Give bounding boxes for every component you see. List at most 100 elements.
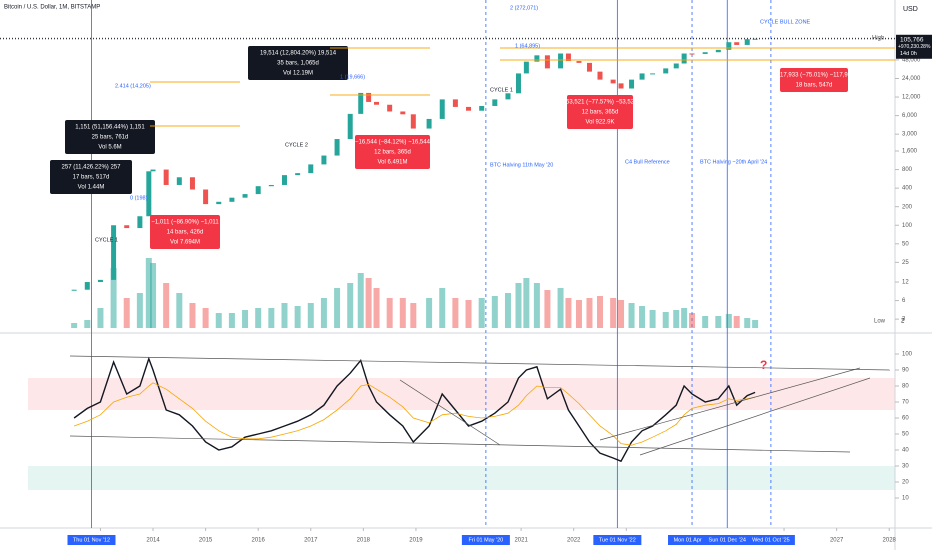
rsi-tick-label: 10	[902, 496, 909, 502]
rsi-tick-label: 60	[902, 416, 909, 422]
y-tick-label: 800	[902, 167, 913, 173]
volume-bar	[365, 278, 372, 328]
volume-bar	[71, 323, 78, 328]
rsi-tick-label: 80	[902, 384, 909, 390]
volume-bar	[373, 288, 380, 328]
volume-bar	[715, 316, 722, 328]
volume-bar	[575, 300, 582, 328]
rsi-annotation: ?	[760, 358, 767, 372]
volume-bar	[123, 298, 130, 328]
annotation-box	[150, 215, 220, 249]
volume-bar	[97, 308, 104, 328]
chart-label: CYCLE 2	[285, 142, 308, 148]
candle	[216, 201, 222, 205]
candle	[137, 216, 143, 229]
annotation-text: −1,011 (−86.90%) −1,011	[151, 220, 219, 226]
candle	[111, 225, 117, 280]
chart-label: BTC Halving 11th May '20	[490, 162, 553, 168]
volume-bar	[544, 290, 551, 328]
annotation-text: 12 bars, 365d	[374, 150, 411, 156]
currency: USD	[903, 6, 918, 13]
change: +970,230.28%	[898, 44, 931, 50]
y-tick-label: 3	[902, 317, 906, 323]
candle	[673, 63, 679, 69]
annotation-text: 19,514 (12,804.20%) 19,514	[260, 51, 337, 57]
y-tick-label: 48,000	[902, 58, 921, 64]
candle	[558, 53, 564, 69]
volume-bar	[465, 300, 472, 328]
candle	[321, 155, 327, 165]
candle	[176, 177, 182, 185]
candle	[586, 62, 592, 72]
candle	[124, 225, 130, 229]
annotation-text: Vol 7.694M	[170, 240, 200, 246]
annotation-box	[50, 160, 132, 194]
last-bg	[896, 34, 932, 59]
annotation-box	[355, 135, 430, 169]
annotation-text: 12 bars, 365d	[582, 110, 619, 116]
candle	[618, 83, 624, 89]
volume-bar	[307, 303, 314, 328]
candle	[347, 113, 353, 140]
volume-bar	[639, 306, 646, 328]
volume-bar	[215, 313, 222, 328]
chart-label: CYCLE BULL ZONE	[760, 19, 811, 25]
chart-label: 1 (19,666)	[340, 74, 365, 80]
annotation-text: 18 bars, 547d	[796, 83, 833, 89]
annotation-box	[65, 120, 155, 154]
rsi-tick-label: 20	[902, 480, 909, 486]
candle	[650, 73, 656, 75]
date-label-bg	[746, 535, 795, 545]
volume-bar	[733, 316, 740, 328]
rsi-line	[73, 382, 756, 446]
candle	[358, 92, 364, 114]
candle	[597, 71, 603, 80]
candle	[334, 139, 340, 156]
candle	[629, 79, 635, 89]
rsi-tick-label: 100	[902, 352, 913, 358]
volume-bar	[565, 298, 572, 328]
candle	[466, 106, 472, 111]
rsi-tick-label: 40	[902, 448, 909, 454]
rsi-tick-label: 90	[902, 368, 909, 374]
volume-bar	[357, 273, 364, 328]
y-tick-label: 1,600	[902, 149, 918, 155]
rsi-tick-label: 70	[902, 400, 909, 406]
date-label: Fri 01 May '20	[469, 537, 504, 543]
volume-bar	[702, 316, 709, 328]
candle	[689, 53, 695, 55]
candle	[726, 42, 732, 50]
date-label-bg	[703, 535, 752, 545]
volume-bar	[145, 258, 152, 328]
volume-bar	[610, 298, 617, 328]
volume-bar	[649, 310, 656, 328]
candle	[744, 39, 750, 45]
candle	[308, 164, 314, 174]
date-label-bg	[593, 535, 642, 545]
candle	[734, 42, 740, 45]
y-tick-label: 24,000	[902, 76, 921, 82]
x-tick-label: 2015	[199, 538, 213, 544]
trend-line	[599, 367, 861, 441]
chart-label: BTC Halving ~20th April '24	[700, 159, 767, 165]
candle	[242, 194, 248, 198]
annotation-box	[248, 46, 348, 80]
y-tick-label: 3,000	[902, 132, 918, 138]
annotation-text: Vol 12.19M	[283, 71, 313, 77]
annotation-text: 257 (11,426.22%) 257	[62, 165, 122, 171]
countdown: 14d 0h	[900, 51, 917, 57]
y-tick-label: 200	[902, 204, 913, 210]
candle	[255, 186, 261, 195]
candle	[295, 173, 301, 176]
x-tick-label: 2014	[146, 538, 160, 544]
candle	[610, 79, 616, 84]
chart-label: CYCLE 1	[490, 87, 513, 93]
trend-line	[69, 355, 891, 371]
chart-label: 2 (272,071)	[510, 5, 538, 11]
volume-bar	[255, 308, 262, 328]
annotation-text: Vol 1.44M	[78, 185, 105, 191]
candle	[71, 289, 77, 291]
volume-bar	[334, 288, 341, 328]
candle	[84, 282, 90, 290]
chart-label: CYCLE 1	[95, 237, 118, 243]
